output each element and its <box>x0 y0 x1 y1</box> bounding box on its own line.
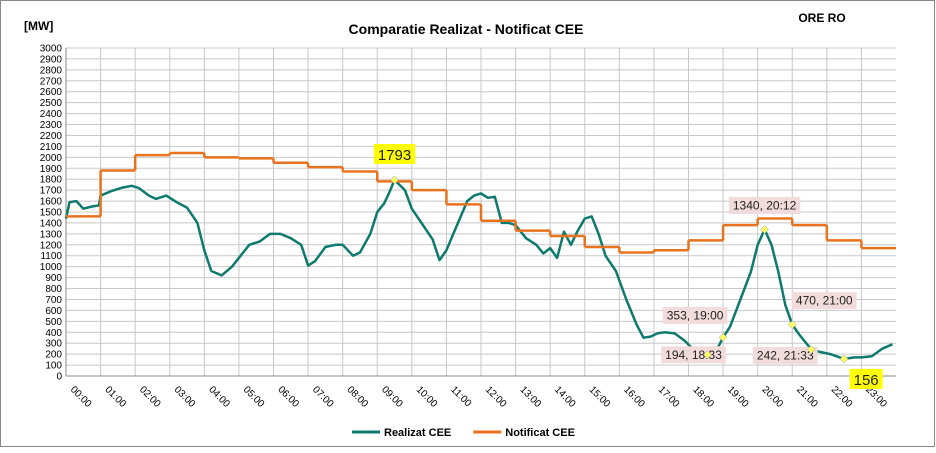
y-tick-label: 1800 <box>40 175 63 186</box>
annotation-label: 194, 18:33 <box>665 348 722 362</box>
y-tick-label: 700 <box>45 295 62 306</box>
y-tick-label: 1600 <box>40 197 63 208</box>
chart-title: Comparatie Realizat - Notificat CEE <box>349 21 584 37</box>
y-tick-label: 1000 <box>40 262 63 273</box>
y-tick-label: 2900 <box>40 54 63 65</box>
y-tick-label: 2700 <box>40 76 63 87</box>
legend-label: Realizat CEE <box>384 427 451 439</box>
y-tick-label: 1500 <box>40 208 63 219</box>
y-tick-label: 1900 <box>40 164 63 175</box>
y-tick-label: 2800 <box>40 65 63 76</box>
annotation-label: 1340, 20:12 <box>733 198 797 212</box>
annotation-marker <box>806 345 816 354</box>
annotation-marker <box>787 320 797 329</box>
y-tick-label: 2600 <box>40 87 63 98</box>
y-tick-label: 2100 <box>40 142 63 153</box>
y-tick-label: 200 <box>45 350 62 361</box>
y-tick-label: 2300 <box>40 120 63 131</box>
annotation-label: 470, 21:00 <box>796 294 853 308</box>
y-tick-label: 1100 <box>40 251 62 262</box>
legend-label: Notificat CEE <box>505 427 575 439</box>
y-tick-label: 1300 <box>40 229 63 240</box>
annotation-box <box>849 368 883 389</box>
y-tick-label: 2400 <box>40 109 63 120</box>
annotation-marker <box>390 175 399 185</box>
y-tick-label: 600 <box>45 306 62 317</box>
y-tick-label: 2000 <box>40 153 63 164</box>
y-tick-label: 300 <box>45 339 62 350</box>
annotation-label: 353, 19:00 <box>667 308 724 322</box>
y-tick-label: 1200 <box>40 240 63 251</box>
y-tick-label: 400 <box>45 328 62 339</box>
data-line <box>64 178 893 361</box>
annotation-box <box>752 347 818 365</box>
y-tick-label: 1700 <box>40 186 63 197</box>
annotation-marker <box>760 225 769 234</box>
annotation-label: 242, 21:33 <box>757 349 814 363</box>
annotation-box <box>662 306 728 324</box>
y-tick-label: 2200 <box>40 131 63 142</box>
annotation-marker <box>703 350 712 360</box>
y-axis-label: [MW] <box>24 19 53 33</box>
annotation-box <box>728 196 801 214</box>
annotation-box <box>661 346 726 364</box>
y-tick-label: 800 <box>45 284 62 295</box>
y-tick-label: 500 <box>45 317 62 328</box>
y-tick-label: 1400 <box>40 218 63 229</box>
annotation-marker <box>839 354 849 364</box>
annotation-marker <box>718 333 728 342</box>
y-tick-label: 0 <box>56 372 62 383</box>
corner-label: ORE RO <box>798 11 845 25</box>
annotation-box <box>373 143 416 164</box>
annotation-label: 1793 <box>378 147 411 164</box>
annotation-label: 156 <box>854 372 879 389</box>
y-tick-label: 900 <box>45 273 62 284</box>
y-tick-label: 2500 <box>40 98 63 109</box>
y-tick-label: 3000 <box>40 44 63 55</box>
y-tick-label: 100 <box>45 361 62 372</box>
annotation-box <box>791 292 857 310</box>
